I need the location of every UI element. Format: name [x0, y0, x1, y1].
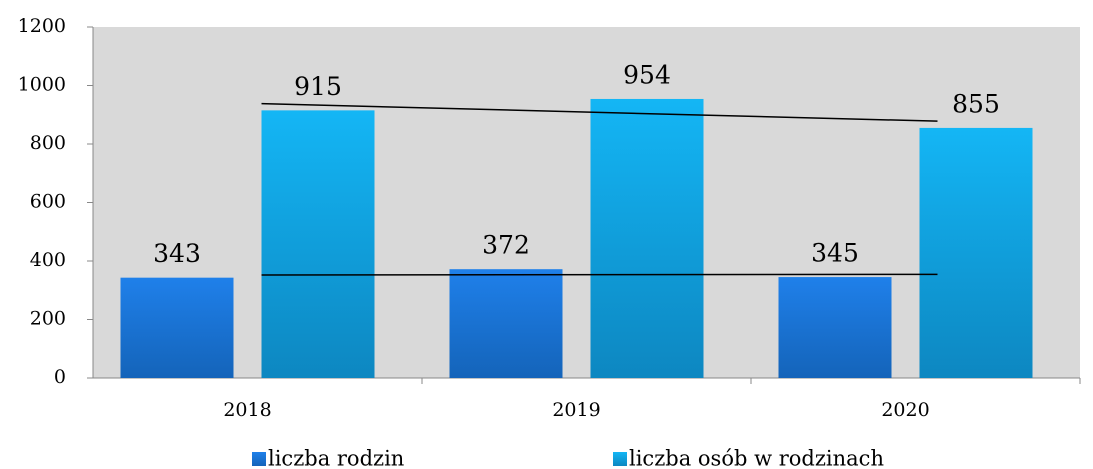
bar [778, 277, 892, 378]
value-label: 855 [952, 89, 1000, 118]
legend-label: liczba rodzin [268, 447, 404, 469]
x-tick-label: 2018 [223, 399, 271, 421]
trendline [261, 102, 938, 122]
y-tick-label: 600 [30, 191, 66, 213]
plot-area [93, 27, 1080, 378]
value-label: 343 [153, 239, 201, 268]
legend-marker [252, 452, 266, 466]
y-tick-label: 200 [30, 308, 66, 330]
legend-label: liczba osób w rodzinach [629, 447, 884, 469]
value-label: 372 [482, 231, 530, 260]
bar [449, 269, 563, 378]
trendline [261, 273, 938, 276]
legend-marker [613, 452, 627, 466]
y-tick-label: 1000 [18, 74, 66, 96]
y-tick-label: 800 [30, 132, 66, 154]
bar [919, 127, 1033, 378]
y-tick-label: 1200 [18, 15, 66, 37]
x-tick-label: 2020 [881, 399, 929, 421]
value-label: 915 [294, 72, 342, 101]
bar [261, 110, 375, 379]
value-label: 345 [811, 239, 859, 268]
value-label: 954 [623, 60, 671, 89]
bar [120, 277, 234, 378]
bar [590, 98, 704, 378]
y-tick-label: 400 [30, 249, 66, 271]
x-tick-label: 2019 [552, 399, 600, 421]
y-tick-label: 0 [54, 366, 66, 388]
